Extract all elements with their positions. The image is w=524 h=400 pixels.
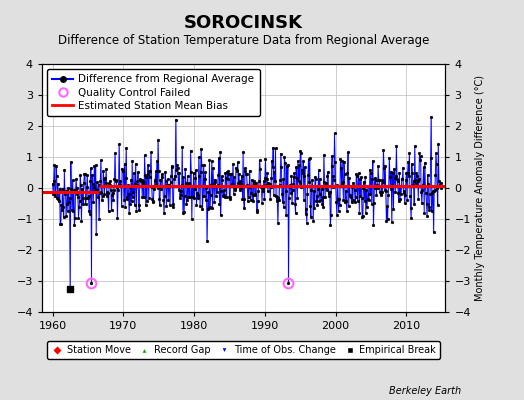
Legend: Station Move, Record Gap, Time of Obs. Change, Empirical Break: Station Move, Record Gap, Time of Obs. C… bbox=[47, 341, 440, 359]
Text: SOROCINSK: SOROCINSK bbox=[184, 14, 303, 32]
Text: Difference of Station Temperature Data from Regional Average: Difference of Station Temperature Data f… bbox=[58, 34, 429, 47]
Text: Berkeley Earth: Berkeley Earth bbox=[389, 386, 461, 396]
Legend: Difference from Regional Average, Quality Control Failed, Estimated Station Mean: Difference from Regional Average, Qualit… bbox=[47, 69, 259, 116]
Y-axis label: Monthly Temperature Anomaly Difference (°C): Monthly Temperature Anomaly Difference (… bbox=[475, 75, 485, 301]
